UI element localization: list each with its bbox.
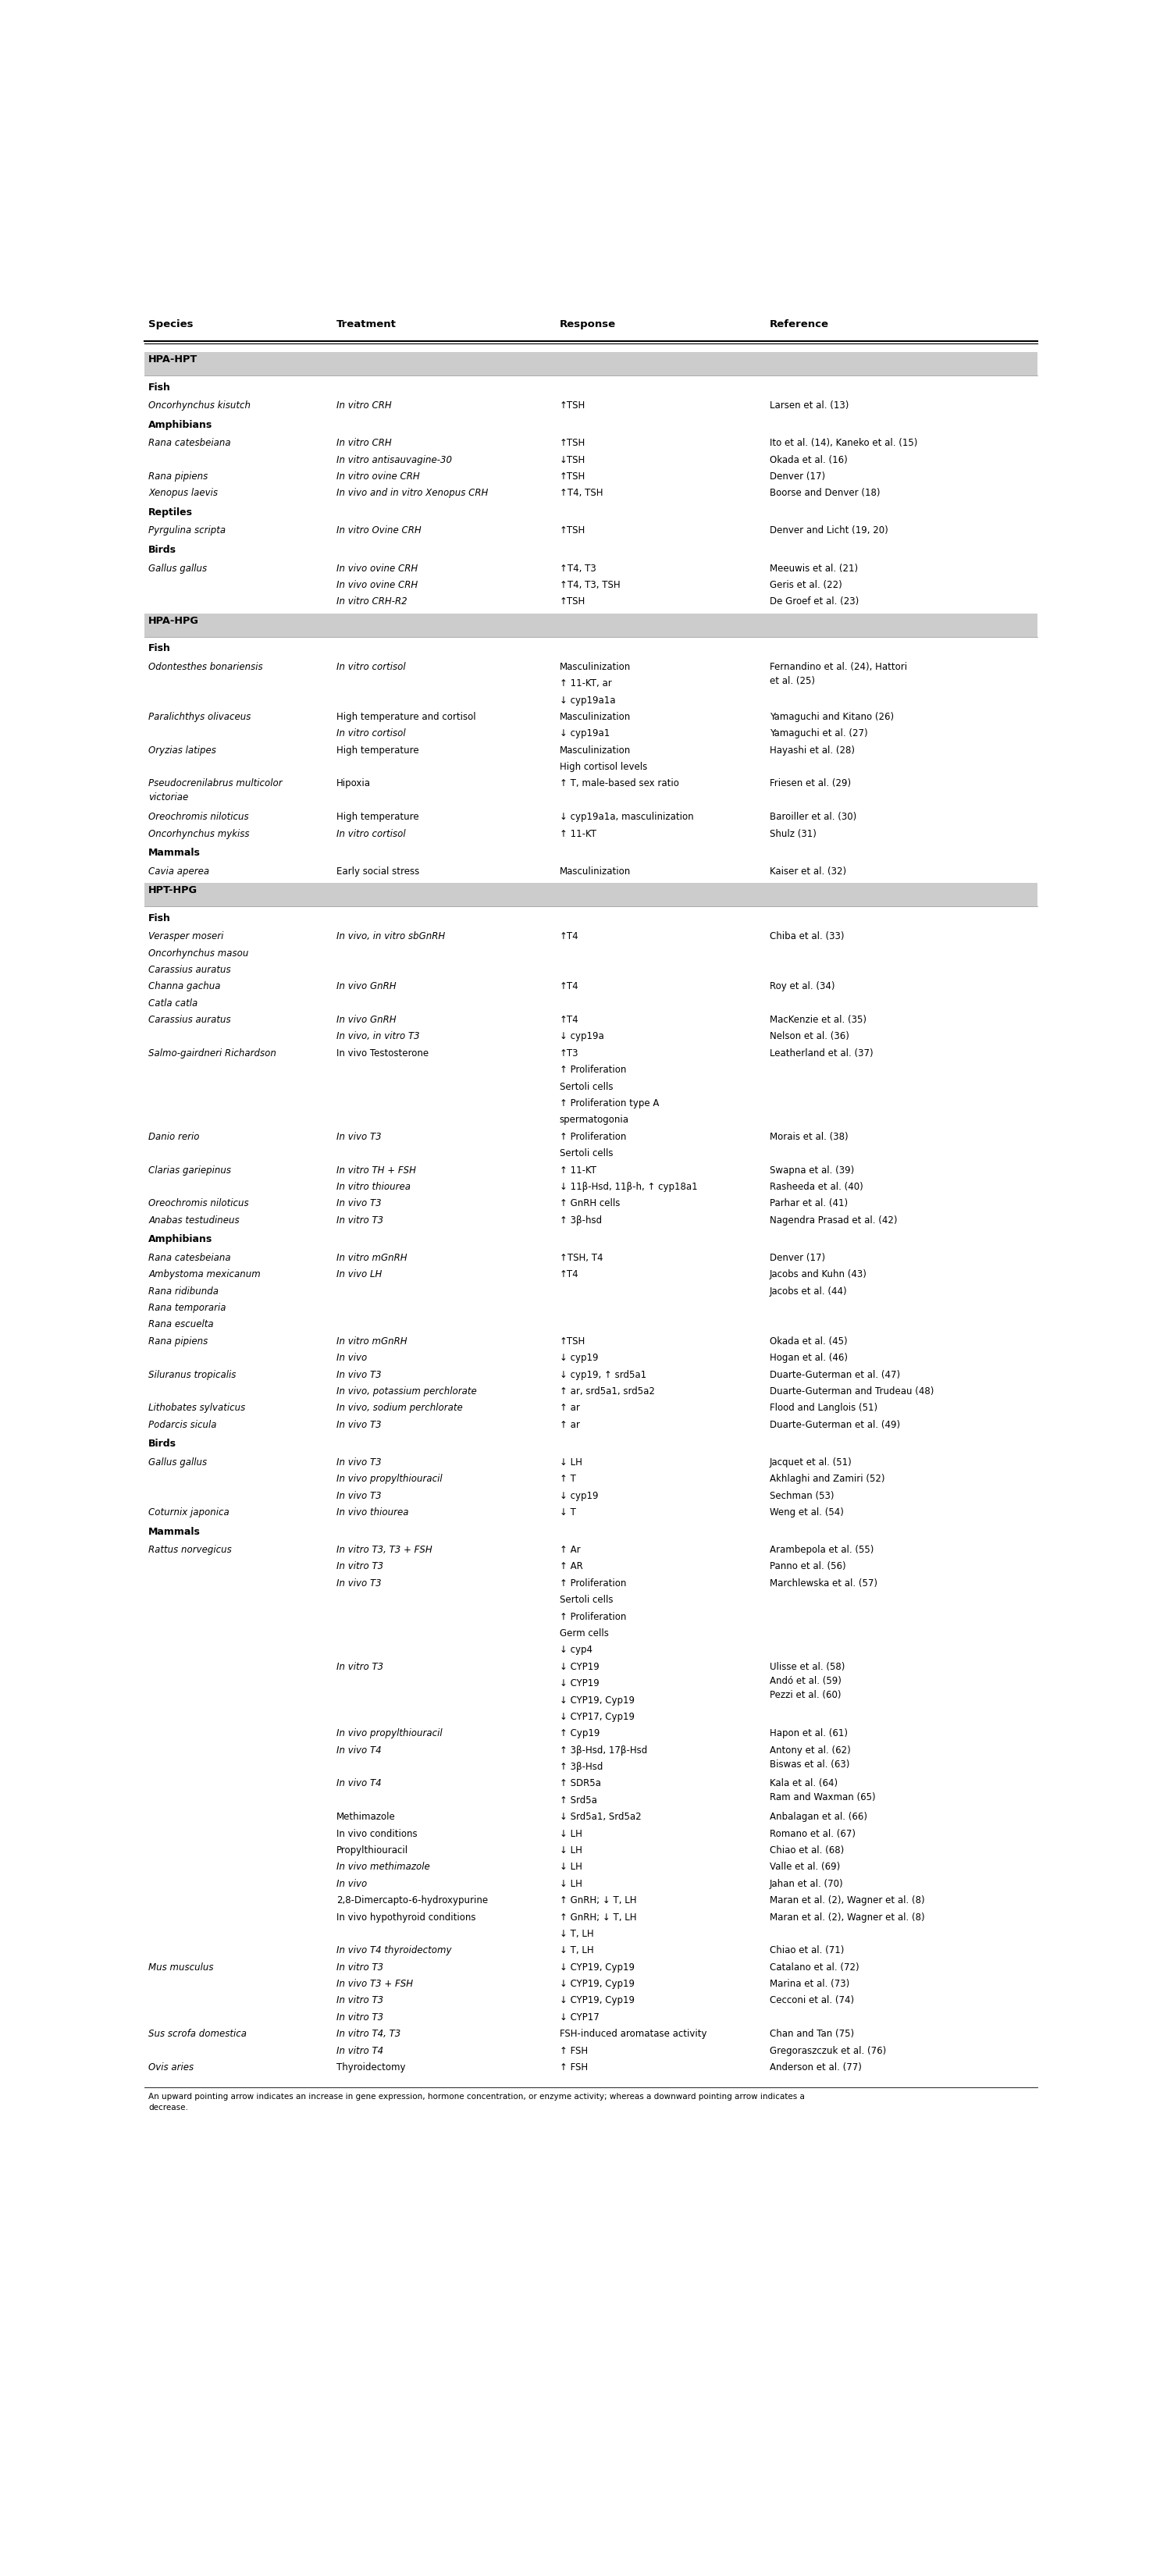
Text: Clarias gariepinus: Clarias gariepinus [149, 1164, 232, 1175]
Text: In vivo T3: In vivo T3 [337, 1492, 382, 1502]
Text: ↑T4: ↑T4 [559, 1015, 579, 1025]
Text: Gregoraszczuk et al. (76): Gregoraszczuk et al. (76) [769, 2045, 887, 2056]
Text: HPA-HPT: HPA-HPT [149, 355, 198, 366]
Text: In vivo, in vitro sbGnRH: In vivo, in vitro sbGnRH [337, 933, 445, 940]
Text: Jacobs et al. (44): Jacobs et al. (44) [769, 1285, 847, 1296]
Text: Coturnix japonica: Coturnix japonica [149, 1507, 229, 1517]
Text: Kala et al. (64)
Ram and Waxman (65): Kala et al. (64) Ram and Waxman (65) [769, 1777, 875, 1803]
Text: Chan and Tan (75): Chan and Tan (75) [769, 2030, 854, 2040]
Text: ↓ LH: ↓ LH [559, 1829, 582, 1839]
Text: In vivo propylthiouracil: In vivo propylthiouracil [337, 1728, 442, 1739]
Text: ↑ T, male-based sex ratio: ↑ T, male-based sex ratio [559, 778, 679, 788]
Text: Response: Response [559, 319, 616, 330]
Text: Maran et al. (2), Wagner et al. (8): Maran et al. (2), Wagner et al. (8) [769, 1896, 925, 1906]
Text: ↓ cyp19, ↑ srd5a1: ↓ cyp19, ↑ srd5a1 [559, 1370, 647, 1381]
Text: Early social stress: Early social stress [337, 866, 420, 876]
Text: ↓ CYP19, Cyp19: ↓ CYP19, Cyp19 [559, 1695, 634, 1705]
Text: Parhar et al. (41): Parhar et al. (41) [769, 1198, 847, 1208]
Text: ↑T4: ↑T4 [559, 1270, 579, 1280]
Text: Oncorhynchus mykiss: Oncorhynchus mykiss [149, 829, 250, 840]
Text: In vivo ovine CRH: In vivo ovine CRH [337, 564, 417, 574]
Text: ↓ CYP19, Cyp19: ↓ CYP19, Cyp19 [559, 1963, 634, 1973]
Text: In vitro ovine CRH: In vitro ovine CRH [337, 471, 420, 482]
Text: In vitro cortisol: In vitro cortisol [337, 662, 406, 672]
Text: Yamaguchi and Kitano (26): Yamaguchi and Kitano (26) [769, 711, 894, 721]
Text: In vivo T4 thyroidectomy: In vivo T4 thyroidectomy [337, 1945, 451, 1955]
Text: ↑T4: ↑T4 [559, 981, 579, 992]
Text: In vivo T4: In vivo T4 [337, 1744, 382, 1754]
Text: Flood and Langlois (51): Flood and Langlois (51) [769, 1404, 877, 1414]
Text: ↑ ar, srd5a1, srd5a2: ↑ ar, srd5a1, srd5a2 [559, 1386, 655, 1396]
Text: Anbalagan et al. (66): Anbalagan et al. (66) [769, 1811, 867, 1821]
Text: Rana pipiens: Rana pipiens [149, 471, 208, 482]
Text: Ambystoma mexicanum: Ambystoma mexicanum [149, 1270, 261, 1280]
Text: In vivo T4: In vivo T4 [337, 1777, 382, 1788]
Text: ↑ ar: ↑ ar [559, 1419, 580, 1430]
Text: ↑ Proliferation: ↑ Proliferation [559, 1613, 626, 1623]
Text: Mus musculus: Mus musculus [149, 1963, 213, 1973]
Text: Ovis aries: Ovis aries [149, 2063, 194, 2074]
Text: Arambepola et al. (55): Arambepola et al. (55) [769, 1546, 874, 1556]
Text: Anderson et al. (77): Anderson et al. (77) [769, 2063, 861, 2074]
Text: Masculinization: Masculinization [559, 711, 631, 721]
Text: ↑TSH: ↑TSH [559, 598, 586, 608]
Text: ↓ CYP17, Cyp19: ↓ CYP17, Cyp19 [559, 1713, 634, 1721]
Text: In vivo and in vitro Xenopus CRH: In vivo and in vitro Xenopus CRH [337, 487, 488, 497]
Text: ↓ T, LH: ↓ T, LH [559, 1945, 594, 1955]
Text: ↓ cyp19a: ↓ cyp19a [559, 1030, 604, 1041]
Text: ↓ cyp19: ↓ cyp19 [559, 1492, 598, 1502]
Text: In vitro T3: In vitro T3 [337, 1662, 383, 1672]
Text: Hapon et al. (61): Hapon et al. (61) [769, 1728, 847, 1739]
Text: Chiba et al. (33): Chiba et al. (33) [769, 933, 844, 940]
Text: ↑T4: ↑T4 [559, 933, 579, 940]
Text: In vivo T3: In vivo T3 [337, 1131, 382, 1141]
Text: Panno et al. (56): Panno et al. (56) [769, 1561, 846, 1571]
Text: Podarcis sicula: Podarcis sicula [149, 1419, 217, 1430]
Text: ↑TSH: ↑TSH [559, 471, 586, 482]
Text: In vitro CRH-R2: In vitro CRH-R2 [337, 598, 407, 608]
Text: ↓TSH: ↓TSH [559, 456, 586, 464]
Text: ↓ CYP19, Cyp19: ↓ CYP19, Cyp19 [559, 1996, 634, 2007]
Text: In vitro T3: In vitro T3 [337, 2012, 383, 2022]
Text: ↑ Proliferation: ↑ Proliferation [559, 1064, 626, 1074]
Text: Germ cells: Germ cells [559, 1628, 609, 1638]
Text: Lithobates sylvaticus: Lithobates sylvaticus [149, 1404, 246, 1414]
Text: ↑TSH: ↑TSH [559, 1337, 586, 1347]
Text: Rasheeda et al. (40): Rasheeda et al. (40) [769, 1182, 864, 1193]
Text: spermatogonia: spermatogonia [559, 1115, 630, 1126]
Text: In vitro CRH: In vitro CRH [337, 438, 392, 448]
Text: Sertoli cells: Sertoli cells [559, 1149, 613, 1159]
Text: Denver (17): Denver (17) [769, 1252, 826, 1262]
Text: Duarte-Guterman et al. (47): Duarte-Guterman et al. (47) [769, 1370, 900, 1381]
Text: ↑TSH: ↑TSH [559, 399, 586, 410]
Text: In vitro T3, T3 + FSH: In vitro T3, T3 + FSH [337, 1546, 432, 1556]
Text: In vitro T3: In vitro T3 [337, 1963, 383, 1973]
Text: FSH-induced aromatase activity: FSH-induced aromatase activity [559, 2030, 707, 2040]
Text: Mammals: Mammals [149, 848, 201, 858]
Text: Cavia aperea: Cavia aperea [149, 866, 210, 876]
Text: ↑T4, T3: ↑T4, T3 [559, 564, 596, 574]
Text: Paralichthys olivaceus: Paralichthys olivaceus [149, 711, 251, 721]
Text: Morais et al. (38): Morais et al. (38) [769, 1131, 849, 1141]
Text: In vivo T3: In vivo T3 [337, 1198, 382, 1208]
Text: ↑TSH: ↑TSH [559, 526, 586, 536]
Text: In vivo propylthiouracil: In vivo propylthiouracil [337, 1473, 442, 1484]
Text: Pyrgulina scripta: Pyrgulina scripta [149, 526, 226, 536]
Text: ↓ cyp4: ↓ cyp4 [559, 1646, 593, 1656]
Text: Birds: Birds [149, 546, 176, 554]
Text: HPA-HPG: HPA-HPG [149, 616, 199, 626]
Text: Marina et al. (73): Marina et al. (73) [769, 1978, 850, 1989]
Text: Sertoli cells: Sertoli cells [559, 1595, 613, 1605]
Text: Yamaguchi et al. (27): Yamaguchi et al. (27) [769, 729, 868, 739]
Text: Rana temporaria: Rana temporaria [149, 1303, 226, 1314]
Text: In vitro cortisol: In vitro cortisol [337, 829, 406, 840]
Text: ↑ Proliferation: ↑ Proliferation [559, 1579, 626, 1589]
Text: In vivo: In vivo [337, 1352, 367, 1363]
Text: Leatherland et al. (37): Leatherland et al. (37) [769, 1048, 873, 1059]
Text: Denver and Licht (19, 20): Denver and Licht (19, 20) [769, 526, 888, 536]
Text: Maran et al. (2), Wagner et al. (8): Maran et al. (2), Wagner et al. (8) [769, 1911, 925, 1922]
Text: ↓ CYP17: ↓ CYP17 [559, 2012, 600, 2022]
Text: In vitro antisauvagine-30: In vitro antisauvagine-30 [337, 456, 452, 464]
Text: Species: Species [149, 319, 194, 330]
Text: Kaiser et al. (32): Kaiser et al. (32) [769, 866, 846, 876]
